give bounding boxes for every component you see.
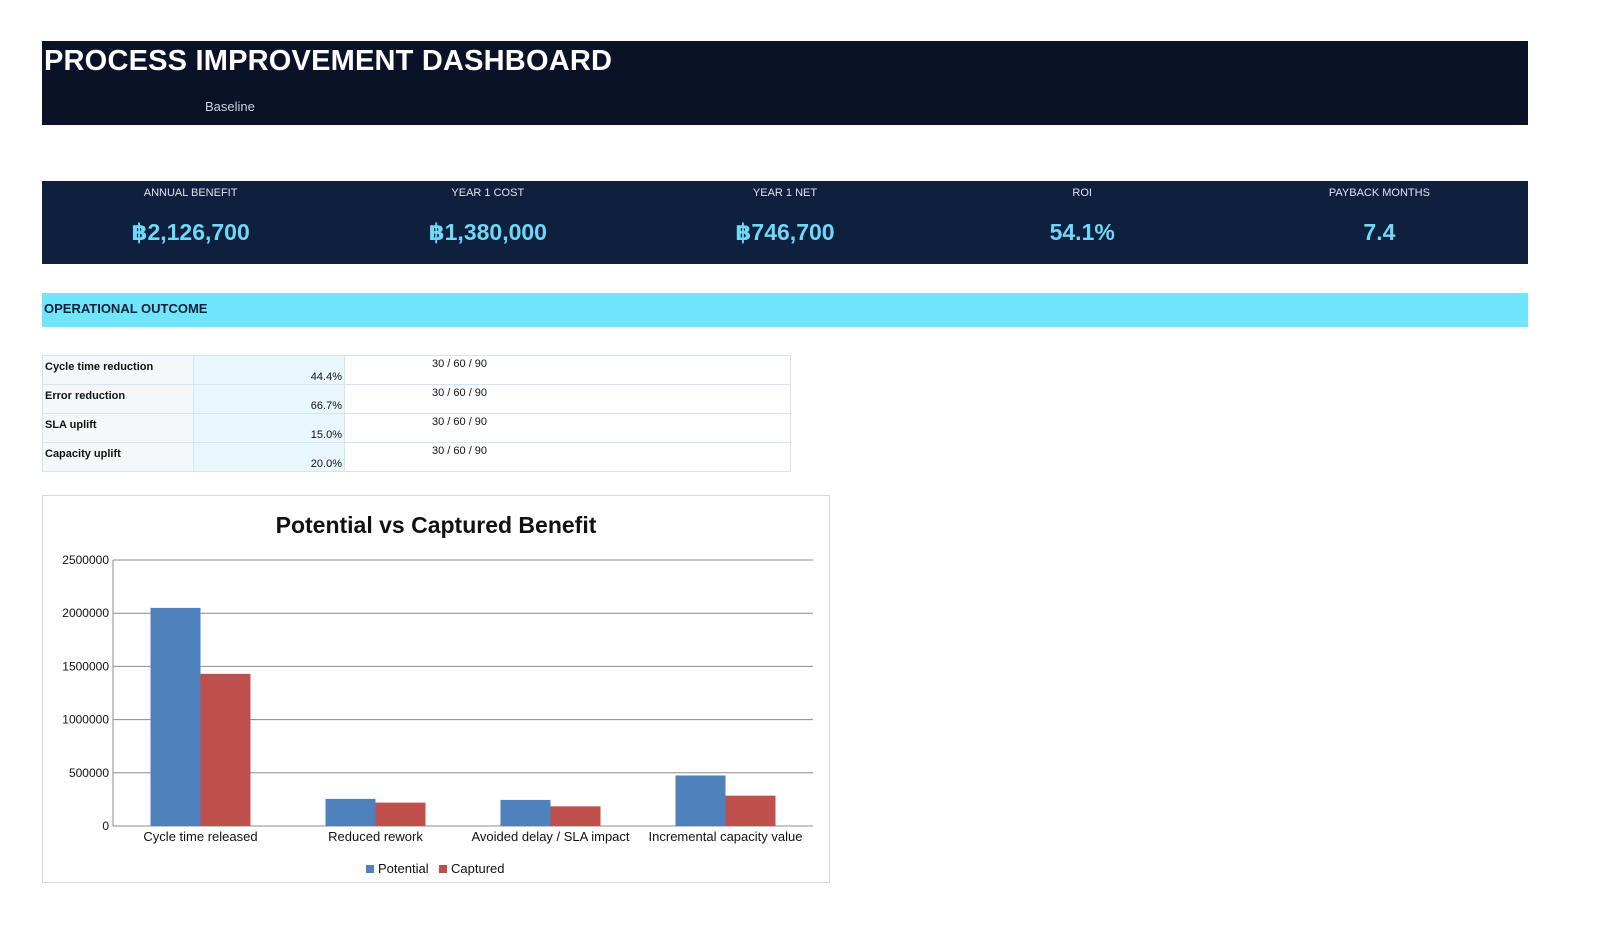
metric-label[interactable]: SLA uplift: [42, 413, 194, 443]
y-tick-label: 0: [102, 819, 109, 833]
kpi-annual-benefit: ANNUAL BENEFIT ฿2,126,700: [42, 181, 339, 264]
metric-value[interactable]: 15.0%: [193, 413, 345, 443]
kpi-label: YEAR 1 NET: [752, 187, 818, 199]
kpi-value: ฿746,700: [735, 219, 835, 245]
chart-title: Potential vs Captured Benefit: [276, 512, 597, 538]
kpi-value: ฿1,380,000: [428, 219, 547, 245]
bar-captured: [550, 806, 601, 826]
y-tick-label: 2500000: [62, 553, 109, 567]
bar-captured: [375, 802, 426, 826]
page-title: PROCESS IMPROVEMENT DASHBOARD: [44, 45, 613, 77]
metric-target-cell[interactable]: 30 / 60 / 90: [344, 355, 791, 385]
kpi-label: YEAR 1 COST: [451, 187, 525, 199]
metric-target-cell[interactable]: 30 / 60 / 90: [344, 442, 791, 472]
x-tick-label: Incremental capacity value: [649, 829, 803, 844]
kpi-label: ROI: [1072, 187, 1092, 199]
metric-label[interactable]: Error reduction: [42, 384, 194, 414]
metric-target-cell[interactable]: 30 / 60 / 90: [344, 384, 791, 414]
table-row: Cycle time reduction 44.4% 30 / 60 / 90: [42, 355, 791, 385]
metric-value[interactable]: 20.0%: [193, 442, 345, 472]
section-header-operational-outcome: OPERATIONAL OUTCOME: [42, 293, 1528, 327]
kpi-year1-net: YEAR 1 NET ฿746,700: [636, 181, 933, 264]
kpi-label: ANNUAL BENEFIT: [143, 187, 238, 199]
metric-label[interactable]: Cycle time reduction: [42, 355, 194, 385]
kpi-roi: ROI 54.1%: [934, 181, 1231, 264]
x-tick-label: Cycle time released: [143, 829, 257, 844]
bar-captured: [200, 673, 251, 826]
table-row: Capacity uplift 20.0% 30 / 60 / 90: [42, 442, 791, 472]
operational-metrics-table: Cycle time reduction 44.4% 30 / 60 / 90 …: [42, 355, 791, 472]
kpi-label: PAYBACK MONTHS: [1328, 187, 1430, 199]
metric-target: 30 / 60 / 90: [432, 416, 488, 428]
bar-potential: [675, 775, 726, 826]
y-tick-label: 1500000: [62, 659, 109, 673]
x-tick-label: Avoided delay / SLA impact: [471, 829, 629, 844]
table-row: Error reduction 66.7% 30 / 60 / 90: [42, 384, 791, 414]
bar-captured: [725, 795, 776, 826]
legend-swatch: [366, 865, 374, 873]
legend-label: Captured: [451, 861, 504, 876]
metric-target-cell[interactable]: 30 / 60 / 90: [344, 413, 791, 443]
y-tick-label: 500000: [69, 766, 109, 780]
metric-label[interactable]: Capacity uplift: [42, 442, 194, 472]
scenario-label: Baseline: [205, 99, 255, 114]
metric-target: 30 / 60 / 90: [432, 358, 488, 370]
benefit-chart[interactable]: Potential vs Captured Benefit 0 500000 1000…: [42, 495, 830, 883]
x-tick-label: Reduced rework: [328, 829, 423, 844]
bar-potential: [325, 798, 376, 826]
y-tick-label: 2000000: [62, 606, 109, 620]
metric-target: 30 / 60 / 90: [432, 445, 488, 457]
metric-target: 30 / 60 / 90: [432, 387, 488, 399]
legend-swatch: [439, 865, 447, 873]
kpi-strip: ANNUAL BENEFIT ฿2,126,700 YEAR 1 COST ฿1…: [42, 181, 1528, 264]
metric-value[interactable]: 66.7%: [193, 384, 345, 414]
legend-label: Potential: [378, 861, 429, 876]
table-row: SLA uplift 15.0% 30 / 60 / 90: [42, 413, 791, 443]
dashboard-header: PROCESS IMPROVEMENT DASHBOARD Baseline: [42, 41, 1528, 125]
bar-potential: [500, 799, 551, 826]
kpi-year1-cost: YEAR 1 COST ฿1,380,000: [339, 181, 636, 264]
kpi-value: ฿2,126,700: [131, 219, 250, 245]
section-title: OPERATIONAL OUTCOME: [44, 301, 208, 316]
y-tick-label: 1000000: [62, 713, 109, 727]
kpi-payback-months: PAYBACK MONTHS 7.4: [1231, 181, 1528, 264]
kpi-value: 7.4: [1363, 219, 1396, 245]
kpi-value: 54.1%: [1049, 219, 1115, 245]
chart-canvas: Potential vs Captured Benefit 0 500000 1000…: [62, 512, 813, 876]
metric-value[interactable]: 44.4%: [193, 355, 345, 385]
bar-potential: [150, 607, 201, 826]
